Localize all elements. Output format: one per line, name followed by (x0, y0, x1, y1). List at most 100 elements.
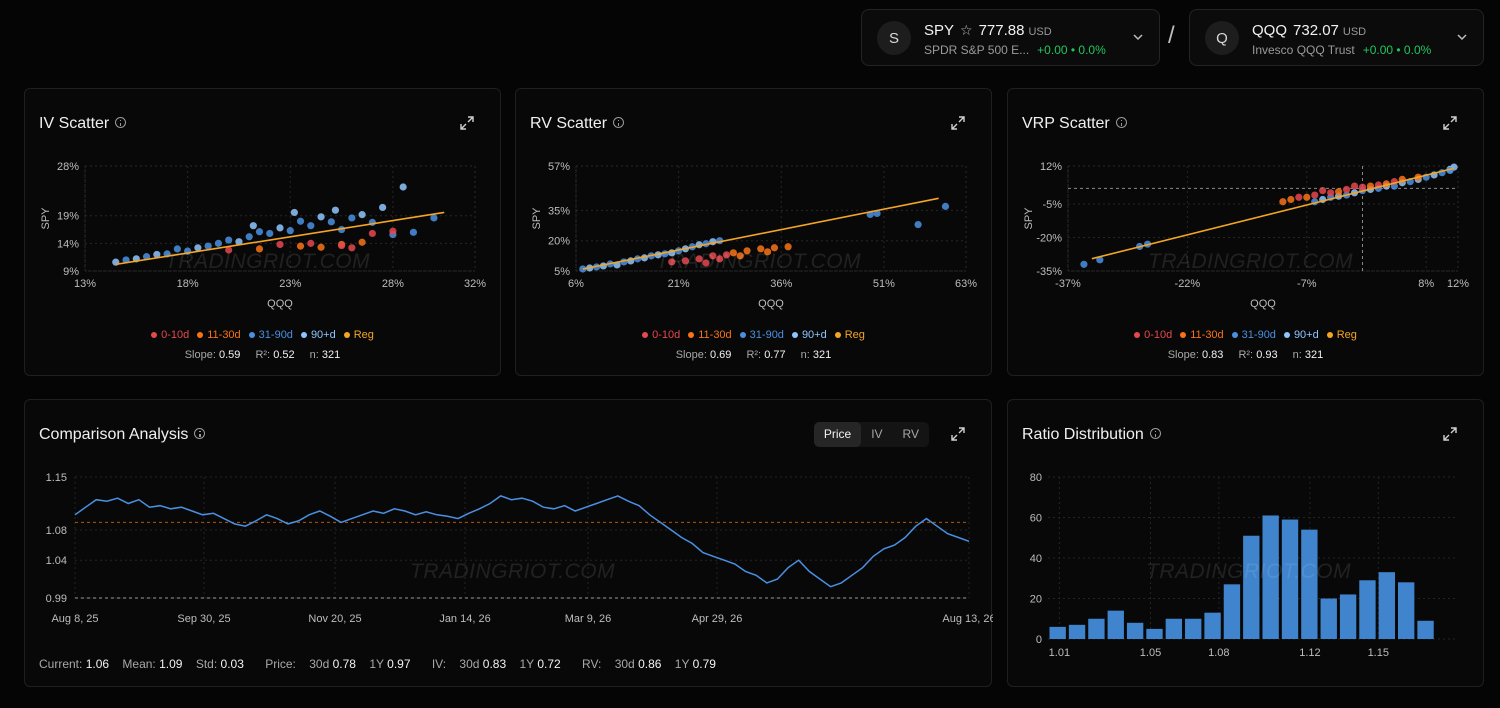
scatter-point-11-30d (763, 248, 772, 256)
histogram-bar (1068, 624, 1086, 639)
regression-stats: Slope: 0.59 R²: 0.52 n: 321 (25, 349, 500, 361)
legend-dot (1180, 332, 1187, 338)
scatter-point-31-90d (204, 242, 212, 250)
legend-label: 31-90d (749, 329, 784, 341)
legend-item[interactable]: 0-10d (1134, 329, 1172, 341)
tab-price[interactable]: Price (813, 422, 862, 447)
legend-item[interactable]: Reg (834, 329, 865, 341)
scatter-point-11-30d (296, 242, 305, 250)
legend-item[interactable]: 11-30d (688, 329, 732, 341)
r2-label: R²: (1238, 349, 1254, 361)
legend-dot (791, 332, 798, 338)
scatter-point-31-90d (941, 202, 950, 210)
star-icon[interactable]: ☆ (960, 22, 973, 38)
histogram-bar (1398, 582, 1415, 639)
y-axis-label: SPY (40, 207, 52, 230)
y-tick-label: 35% (548, 205, 570, 217)
x-tick-label: 51% (873, 278, 895, 290)
iv-1y-value: 0.72 (537, 657, 561, 671)
info-icon[interactable] (194, 428, 206, 439)
rv-scatter-chart: 6% 21% 36% 51% 63% 5% 20% 35% 57% QQQ SPY (531, 161, 977, 310)
n-value: 321 (1304, 349, 1324, 361)
scatter-point-90+d (331, 206, 340, 214)
scatter-point-90+d (276, 224, 284, 232)
legend-item[interactable]: 0-10d (151, 329, 189, 341)
legend-dot (197, 332, 204, 338)
expand-icon[interactable] (951, 427, 965, 441)
legend-item[interactable]: 11-30d (1180, 329, 1224, 341)
histogram-bar (1262, 515, 1279, 639)
x-tick-label: 1.12 (1299, 647, 1320, 659)
slope-value: 0.59 (218, 349, 241, 361)
scatter-point-0-10d (702, 259, 710, 267)
regression-line (1091, 167, 1455, 260)
legend-item[interactable]: 90+d (1283, 329, 1319, 341)
expand-icon[interactable] (1443, 427, 1457, 441)
legend-item[interactable]: 90+d (300, 329, 336, 341)
scatter-point-0-10d (225, 246, 233, 254)
legend-item[interactable]: 0-10d (642, 329, 680, 341)
x-tick-label: 13% (74, 278, 96, 290)
r2-label: R²: (746, 349, 762, 361)
x-tick-label: 1.01 (1049, 647, 1070, 659)
tab-rv[interactable]: RV (902, 427, 919, 441)
card-title: Comparison Analysis (39, 426, 206, 444)
slope-value: 0.69 (709, 349, 732, 361)
legend-dot (688, 332, 695, 338)
mean-value: 1.09 (159, 657, 183, 671)
n-label: n: (800, 349, 810, 361)
card-title-text: Ratio Distribution (1022, 426, 1144, 443)
n-label: n: (309, 349, 319, 361)
y-tick-label: 28% (57, 161, 79, 173)
rv-30d-value: 0.86 (638, 657, 662, 671)
legend-item[interactable]: 31-90d (248, 329, 293, 341)
scatter-point-90+d (358, 211, 366, 219)
legend-item[interactable]: Reg (1326, 329, 1357, 341)
y-tick-label: 0.99 (46, 593, 67, 605)
legend-item[interactable]: Reg (343, 329, 374, 341)
scatter-point-0-10d (1327, 189, 1335, 197)
price-1y-value: 0.97 (387, 657, 411, 671)
info-icon[interactable] (115, 117, 127, 128)
ticker-subline: SPDR S&P 500 E... +0.00 • 0.0% (924, 43, 1106, 57)
ticker-change: +0.00 • 0.0% (1037, 43, 1106, 57)
plot-frame (84, 165, 476, 272)
ticker-name: SPDR S&P 500 E... (924, 43, 1030, 57)
expand-icon[interactable] (1443, 116, 1457, 130)
ratio-series-line (74, 495, 970, 588)
scatter-point-90+d (249, 222, 257, 230)
ticker-card-qqq[interactable]: Q QQQ 732.07 USD Invesco QQQ Trust +0.00 • … (1189, 9, 1484, 66)
legend-item[interactable]: 31-90d (1231, 329, 1276, 341)
y-tick-label: 12% (1040, 161, 1062, 173)
legend-item[interactable]: 90+d (791, 329, 827, 341)
ticker-card-spy[interactable]: S SPY ☆ 777.88 USD SPDR S&P 500 E... +0.00 •… (861, 9, 1160, 66)
scatter-point-11-30d (255, 245, 264, 253)
rv-corr-label: RV: (582, 657, 602, 671)
x-tick-label: 12% (1447, 278, 1469, 290)
y-tick-label: -35% (1036, 266, 1062, 278)
info-icon[interactable] (1149, 428, 1161, 439)
histogram-bar (1165, 618, 1183, 639)
x-tick-label: 28% (382, 278, 404, 290)
expand-icon[interactable] (460, 116, 474, 130)
tab-iv[interactable]: IV (871, 427, 883, 441)
scatter-point-0-10d (1350, 182, 1359, 190)
legend-item[interactable]: 11-30d (197, 329, 241, 341)
metric-tabs: Price IV RV (813, 422, 929, 447)
scatter-point-11-30d (743, 247, 751, 255)
iv-30d-label: 30d (459, 657, 480, 671)
scatter-point-0-10d (1358, 183, 1367, 191)
info-icon[interactable] (1115, 117, 1127, 128)
x-tick-label: 32% (464, 278, 486, 290)
chevron-down-icon[interactable] (1455, 30, 1469, 44)
info-icon[interactable] (613, 117, 625, 128)
legend-dot (1134, 332, 1141, 338)
mean-label: Mean: (122, 657, 156, 671)
x-tick-label: Sep 30, 25 (177, 613, 230, 625)
scatter-point-11-30d (784, 243, 792, 251)
histogram-bar (1359, 580, 1376, 639)
chevron-down-icon[interactable] (1131, 30, 1145, 44)
legend-label: 90+d (310, 329, 336, 341)
legend-item[interactable]: 31-90d (739, 329, 784, 341)
expand-icon[interactable] (951, 116, 965, 130)
